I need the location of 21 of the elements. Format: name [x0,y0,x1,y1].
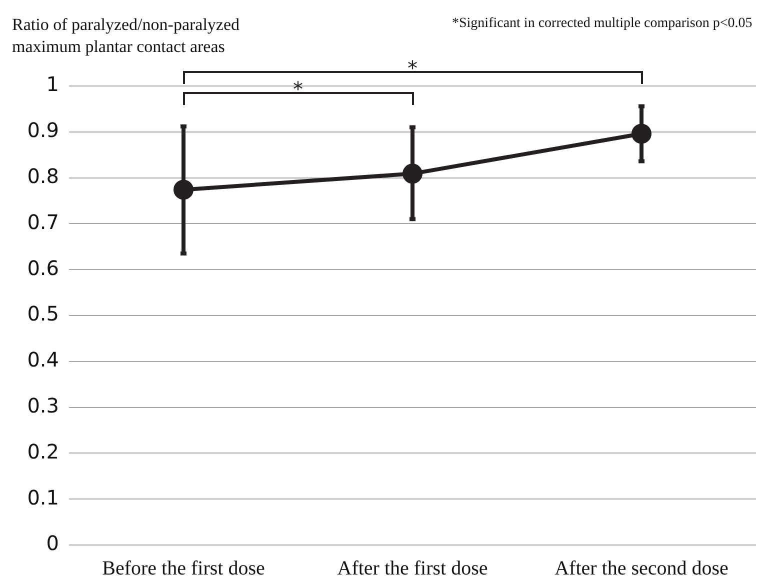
point [402,164,422,184]
y-axis-title: Ratio of paralyzed/non-paralyzed maximum plantar contact areas [12,14,241,58]
y-tick-label: 1 [46,72,59,96]
y-tick-label: 0 [46,531,59,556]
y-tick-label: 0.6 [27,256,59,280]
y-tick-label: 0.8 [27,164,59,188]
y-tick-label: 0.3 [27,394,59,418]
y-tick-label: 0.4 [27,348,59,372]
point [632,124,652,144]
text: * [408,56,418,80]
y-tick-label: 0.2 [27,439,59,464]
y-tick-label: 0.1 [27,485,59,510]
point [174,180,194,200]
y-tick-label: 0.9 [27,118,59,142]
x-tick-label: After the first dose [337,557,488,580]
annotation: * [293,77,303,101]
y-tick-label: 0.7 [27,210,59,234]
y-tick-label: 0.5 [27,302,59,326]
text: *Significant in corrected multiple comparison p<0.05 [452,15,754,33]
x-tick-label: After the second dose [554,557,729,580]
x-tick-label: Before the first dose [102,557,265,580]
